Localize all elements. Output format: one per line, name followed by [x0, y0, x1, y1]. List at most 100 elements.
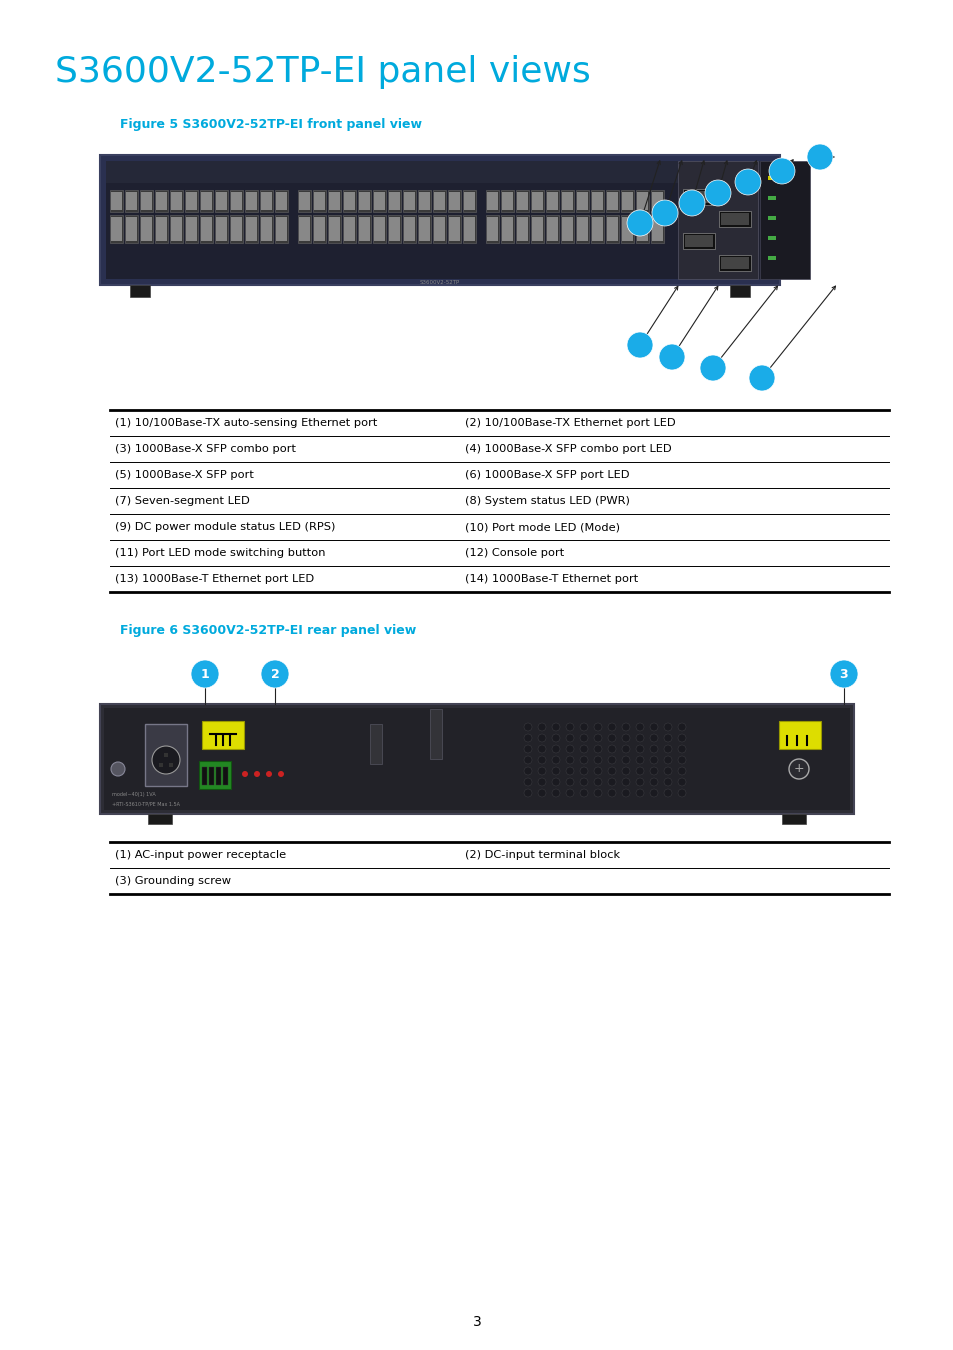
Circle shape [552, 778, 559, 786]
Bar [214, 190, 228, 212]
Bar [186, 192, 196, 211]
Circle shape [552, 734, 559, 743]
Bar [130, 285, 150, 297]
Text: 2: 2 [271, 667, 279, 680]
Bar [148, 814, 172, 824]
Text: (5) 1000Base-X SFP port: (5) 1000Base-X SFP port [115, 470, 253, 481]
Bar [403, 217, 415, 242]
Bar [545, 190, 558, 212]
Circle shape [565, 778, 574, 786]
Bar [313, 215, 326, 243]
Bar [230, 190, 243, 212]
Bar [403, 192, 415, 211]
Circle shape [636, 734, 643, 743]
Bar [170, 190, 183, 212]
Bar [389, 217, 399, 242]
Circle shape [636, 724, 643, 730]
Circle shape [607, 724, 616, 730]
Text: (3) Grounding screw: (3) Grounding screw [115, 876, 231, 886]
Circle shape [253, 771, 260, 778]
Bar [110, 190, 123, 212]
Bar [462, 215, 476, 243]
Bar [164, 753, 168, 757]
Circle shape [579, 778, 587, 786]
Circle shape [579, 724, 587, 730]
Bar [329, 217, 339, 242]
Bar [418, 217, 430, 242]
Bar [186, 217, 196, 242]
Bar [636, 190, 648, 212]
Bar [561, 192, 573, 211]
Bar [592, 192, 602, 211]
Bar [260, 190, 273, 212]
Bar [100, 703, 853, 814]
Bar [463, 217, 475, 242]
Circle shape [678, 788, 685, 796]
Bar [434, 217, 444, 242]
Circle shape [636, 788, 643, 796]
Bar [370, 724, 381, 764]
Circle shape [579, 734, 587, 743]
Bar [202, 721, 244, 749]
Bar [297, 190, 311, 212]
Text: (9) DC power module status LED (RPS): (9) DC power module status LED (RPS) [115, 522, 335, 532]
Bar [201, 217, 212, 242]
Circle shape [579, 767, 587, 775]
Circle shape [748, 364, 774, 391]
Bar [430, 709, 441, 759]
Bar [214, 215, 228, 243]
Bar [200, 190, 213, 212]
Circle shape [621, 734, 629, 743]
Bar [141, 217, 152, 242]
Bar [141, 192, 152, 211]
Bar [357, 190, 371, 212]
Bar [314, 217, 325, 242]
Bar [125, 215, 138, 243]
Circle shape [829, 660, 857, 688]
Circle shape [788, 759, 808, 779]
Bar [682, 189, 714, 205]
Circle shape [678, 756, 685, 764]
Bar [313, 190, 326, 212]
Bar [402, 215, 416, 243]
Bar [231, 192, 242, 211]
Circle shape [594, 767, 601, 775]
Bar [532, 217, 542, 242]
Bar [261, 192, 272, 211]
Bar [517, 192, 527, 211]
Circle shape [636, 756, 643, 764]
Circle shape [649, 788, 658, 796]
Bar [517, 217, 527, 242]
Bar [719, 211, 750, 227]
Bar [126, 192, 137, 211]
Bar [215, 192, 227, 211]
Circle shape [111, 761, 125, 776]
Bar [684, 235, 712, 247]
Circle shape [806, 144, 832, 170]
Bar [100, 155, 780, 285]
Circle shape [663, 778, 671, 786]
Circle shape [523, 778, 532, 786]
Bar [106, 161, 773, 184]
Bar [606, 192, 618, 211]
Bar [231, 217, 242, 242]
Text: (3) 1000Base-X SFP combo port: (3) 1000Base-X SFP combo port [115, 444, 295, 454]
Circle shape [663, 724, 671, 730]
Bar [486, 192, 497, 211]
Bar [200, 215, 213, 243]
Bar [373, 215, 386, 243]
Bar [171, 192, 182, 211]
Circle shape [649, 756, 658, 764]
Bar [767, 176, 775, 180]
Bar [344, 192, 355, 211]
Bar [328, 190, 340, 212]
Circle shape [768, 158, 794, 184]
Circle shape [565, 788, 574, 796]
Circle shape [552, 756, 559, 764]
Bar [720, 256, 748, 269]
Circle shape [579, 756, 587, 764]
Bar [767, 216, 775, 220]
Bar [760, 161, 809, 279]
Circle shape [659, 344, 684, 370]
Bar [245, 215, 257, 243]
